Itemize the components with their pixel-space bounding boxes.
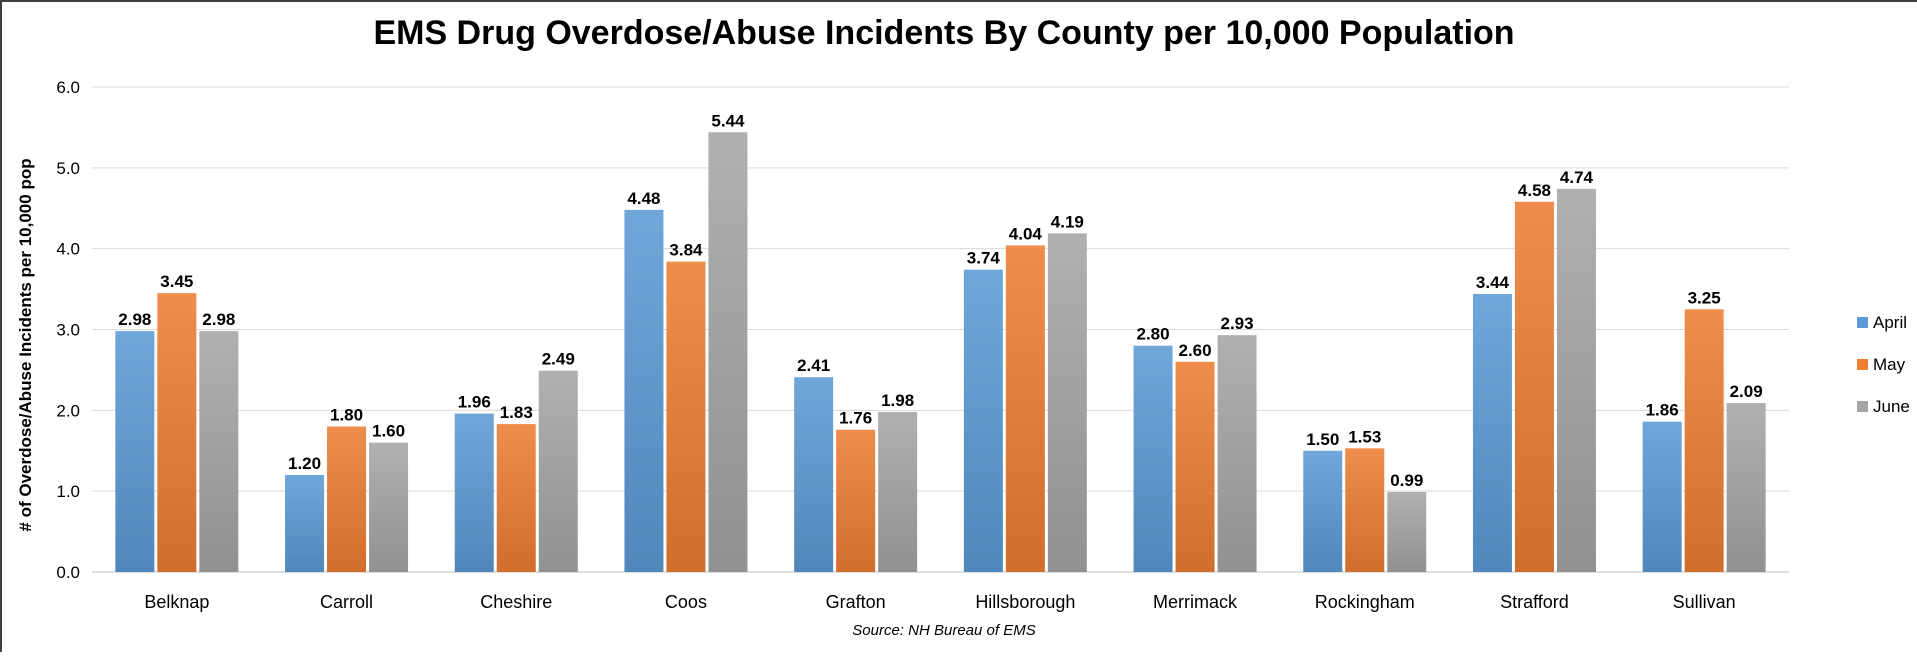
data-label: 3.45 [160,272,193,291]
chart-title: EMS Drug Overdose/Abuse Incidents By Cou… [373,14,1514,52]
data-label: 3.25 [1688,288,1721,307]
data-label: 2.41 [797,356,830,375]
x-category-label: Merrimack [1153,592,1238,612]
x-category-label: Sullivan [1673,592,1736,612]
y-tick-label: 1.0 [56,482,80,501]
data-label: 1.80 [330,406,363,425]
bar-may-sullivan [1684,309,1724,572]
x-category-label: Strafford [1500,592,1569,612]
data-label: 1.60 [372,422,405,441]
x-category-label: Rockingham [1315,592,1415,612]
bar-april-grafton [794,377,834,572]
data-labels: 2.98 3.45 2.98 1.20 1.80 1.60 1.96 1.83 2.49 4.48… [118,111,1762,490]
bar-june-cheshire [538,370,578,572]
y-axis-ticks: 0.0 1.0 2.0 3.0 4.0 5.0 6.0 [56,78,80,582]
data-label: 4.74 [1560,168,1594,187]
bar-june-carroll [369,442,409,572]
legend-swatch-june [1857,401,1868,412]
bars [115,132,1766,573]
bar-april-carroll [285,475,325,572]
bar-may-carroll [327,426,367,572]
data-label: 1.76 [839,409,872,428]
bar-april-cheshire [454,413,494,572]
legend-label-june: June [1873,397,1910,416]
legend-label-april: April [1873,313,1907,332]
y-tick-label: 3.0 [56,321,80,340]
y-tick-label: 2.0 [56,401,80,420]
x-category-label: Coos [665,592,707,612]
y-axis-label: # of Overdose/Abuse Incidents per 10,000… [16,158,35,531]
y-tick-label: 5.0 [56,159,80,178]
bar-june-hillsborough [1047,233,1087,572]
bar-june-strafford [1556,188,1596,572]
data-label: 2.60 [1179,341,1212,360]
data-label: 4.58 [1518,181,1551,200]
data-label: 4.19 [1051,212,1084,231]
data-label: 0.99 [1390,471,1423,490]
legend-swatch-may [1857,359,1868,370]
data-label: 3.44 [1476,273,1510,292]
data-label: 3.84 [669,241,703,260]
bar-may-belknap [157,293,197,572]
bar-april-strafford [1472,293,1512,572]
x-category-label: Hillsborough [975,592,1075,612]
bar-april-belknap [115,331,155,572]
data-label: 1.96 [458,393,491,412]
bar-april-sullivan [1642,421,1682,572]
legend-swatch-april [1857,317,1868,328]
data-label: 1.86 [1646,401,1679,420]
bar-june-belknap [199,331,239,572]
bar-may-strafford [1514,201,1554,573]
data-label: 2.98 [118,310,151,329]
bar-april-hillsborough [963,269,1003,572]
bar-june-coos [708,132,748,572]
x-axis-categories: Belknap Carroll Cheshire Coos Grafton Hillsbo… [144,592,1735,612]
bar-may-merrimack [1175,361,1215,572]
y-tick-label: 0.0 [56,563,80,582]
data-label: 1.98 [881,391,914,410]
data-label: 1.53 [1348,427,1381,446]
data-label: 2.09 [1730,382,1763,401]
data-label: 4.48 [627,189,660,208]
x-category-label: Cheshire [480,592,552,612]
data-label: 2.93 [1221,314,1254,333]
x-category-label: Grafton [826,592,886,612]
data-label: 2.98 [202,310,235,329]
y-tick-label: 6.0 [56,78,80,97]
bar-june-rockingham [1387,491,1427,572]
data-label: 4.04 [1009,224,1043,243]
data-label: 3.74 [967,249,1001,268]
bar-may-grafton [836,429,876,572]
source-note: Source: NH Bureau of EMS [852,622,1035,639]
legend-label-may: May [1873,355,1906,374]
bar-may-hillsborough [1005,245,1045,572]
bar-june-sullivan [1726,403,1766,572]
y-tick-label: 4.0 [56,240,80,259]
bar-may-rockingham [1345,448,1385,572]
data-label: 1.83 [500,403,533,422]
data-label: 5.44 [711,111,745,130]
bar-may-cheshire [496,424,536,572]
x-category-label: Carroll [320,592,373,612]
bar-april-rockingham [1303,450,1343,572]
x-category-label: Belknap [144,592,209,612]
data-label: 1.50 [1306,430,1339,449]
data-label: 2.49 [542,350,575,369]
data-label: 1.20 [288,454,321,473]
bar-may-coos [666,261,706,572]
bar-june-merrimack [1217,335,1257,572]
bar-june-grafton [878,411,918,572]
data-label: 2.80 [1137,325,1170,344]
bar-april-coos [624,209,664,572]
bar-april-merrimack [1133,345,1173,572]
legend: April May June [1857,313,1910,416]
